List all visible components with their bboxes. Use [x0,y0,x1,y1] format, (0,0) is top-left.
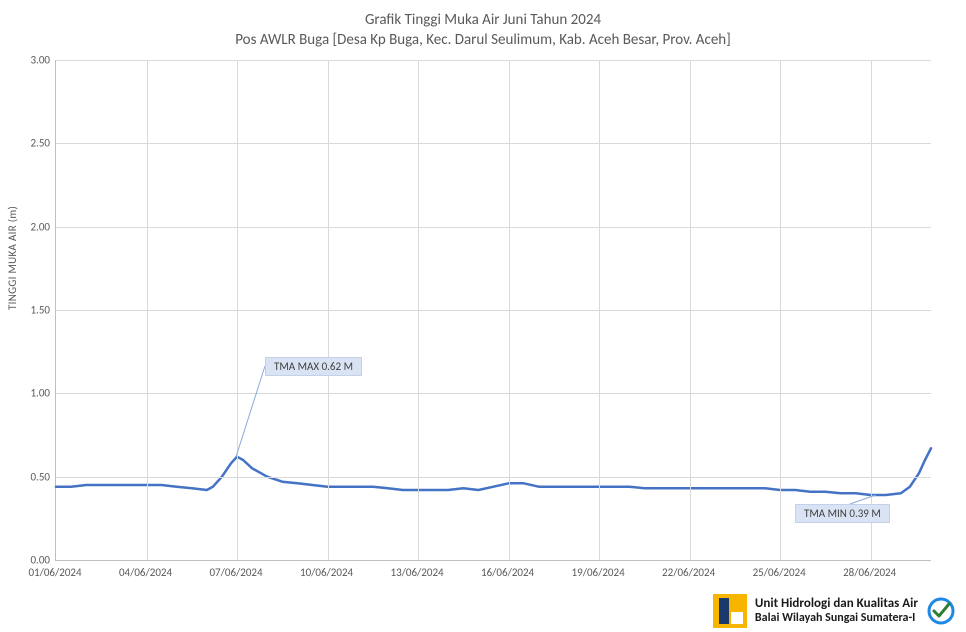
chart-container: Grafik Tinggi Muka Air Juni Tahun 2024 P… [0,0,966,632]
footer: Unit Hidrologi dan Kualitas Air Balai Wi… [713,594,956,628]
x-tick-label: 19/06/2024 [572,566,625,579]
y-tick-label: 0.50 [10,470,50,483]
callout-min-label: TMA MIN 0.39 M [804,507,881,520]
x-tick-label: 07/06/2024 [209,566,262,579]
y-tick-label: 1.00 [10,387,50,400]
pu-logo-icon [713,594,747,628]
x-tick-label: 28/06/2024 [843,566,896,579]
x-tick-label: 25/06/2024 [753,566,806,579]
cert-badge-icon [926,596,956,626]
x-tick-label: 13/06/2024 [391,566,444,579]
footer-text: Unit Hidrologi dan Kualitas Air Balai Wi… [755,597,918,626]
x-tick-label: 01/06/2024 [28,566,81,579]
y-tick-label: 2.00 [10,220,50,233]
y-tick-label: 2.50 [10,137,50,150]
x-tick-label: 04/06/2024 [119,566,172,579]
y-tick-label: 3.00 [10,54,50,67]
x-tick-label: 16/06/2024 [481,566,534,579]
footer-line1: Unit Hidrologi dan Kualitas Air [755,597,918,612]
callout-min: TMA MIN 0.39 M [795,504,890,523]
x-tick-label: 22/06/2024 [662,566,715,579]
y-tick-label: 1.50 [10,304,50,317]
y-tick-label: 0.00 [10,554,50,567]
footer-line2: Balai Wilayah Sungai Sumatera-I [755,612,918,626]
x-tick-label: 10/06/2024 [300,566,353,579]
callout-leader-min [0,0,966,632]
